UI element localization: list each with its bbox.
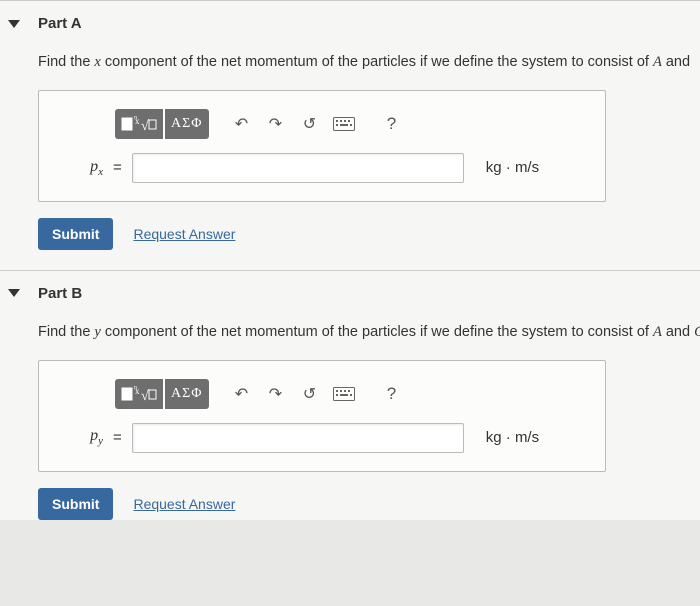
input-row: px = kg · m/s — [59, 153, 585, 183]
request-answer-link[interactable]: Request Answer — [133, 496, 235, 512]
svg-text:n: n — [134, 385, 137, 391]
greek-button[interactable]: ΑΣΦ — [165, 109, 209, 139]
help-icon[interactable]: ? — [375, 109, 409, 139]
equation-toolbar: x n √ ΑΣΦ ↶ ↷ ↺ ? — [115, 109, 585, 139]
keyboard-icon[interactable] — [327, 379, 361, 409]
request-answer-link[interactable]: Request Answer — [133, 226, 235, 242]
templates-button[interactable]: x n √ — [115, 379, 163, 409]
input-row: py = kg · m/s — [59, 423, 585, 453]
part-a-answer-box: x n √ ΑΣΦ ↶ ↷ ↺ ? px = — [38, 90, 606, 202]
unit-label: kg · m/s — [486, 429, 539, 446]
prompt-sys: A — [653, 54, 662, 70]
reset-icon[interactable]: ↺ — [293, 109, 327, 139]
unit-label: kg · m/s — [486, 159, 539, 176]
part-a-actions: Submit Request Answer — [38, 218, 700, 250]
prompt-text: component of the net momentum of the par… — [101, 324, 653, 340]
part-b-section: Part B Find the y component of the net m… — [0, 270, 700, 520]
collapse-caret-icon[interactable] — [8, 289, 20, 297]
svg-text:√: √ — [141, 389, 149, 403]
undo-icon[interactable]: ↶ — [225, 379, 259, 409]
part-b-prompt: Find the y component of the net momentum… — [0, 316, 700, 360]
prompt-sys: A — [653, 324, 662, 340]
prompt-text: and — [662, 54, 690, 70]
prompt-text: and — [662, 324, 694, 340]
templates-button[interactable]: x n √ — [115, 109, 163, 139]
equation-toolbar: x n √ ΑΣΦ ↶ ↷ ↺ ? — [115, 379, 585, 409]
answer-input[interactable] — [132, 423, 464, 453]
reset-icon[interactable]: ↺ — [293, 379, 327, 409]
collapse-caret-icon[interactable] — [8, 20, 20, 28]
prompt-text: component of the net momentum of the par… — [101, 54, 653, 70]
prompt-sys: C — [694, 324, 700, 340]
part-b-actions: Submit Request Answer — [38, 488, 700, 520]
variable-label: py — [59, 427, 103, 447]
part-a-header: Part A — [0, 1, 700, 46]
submit-button[interactable]: Submit — [38, 488, 113, 520]
redo-icon[interactable]: ↷ — [259, 109, 293, 139]
redo-icon[interactable]: ↷ — [259, 379, 293, 409]
prompt-text: Find the — [38, 54, 94, 70]
undo-icon[interactable]: ↶ — [225, 109, 259, 139]
equals-sign: = — [113, 429, 122, 446]
help-icon[interactable]: ? — [375, 379, 409, 409]
part-a-prompt: Find the x component of the net momentum… — [0, 46, 700, 90]
equals-sign: = — [113, 159, 122, 176]
variable-label: px — [59, 158, 103, 178]
svg-text:√: √ — [141, 119, 149, 133]
keyboard-icon[interactable] — [327, 109, 361, 139]
svg-text:n: n — [134, 115, 137, 121]
answer-input[interactable] — [132, 153, 464, 183]
part-b-answer-box: x n √ ΑΣΦ ↶ ↷ ↺ ? py = — [38, 360, 606, 472]
greek-button[interactable]: ΑΣΦ — [165, 379, 209, 409]
part-b-title: Part B — [38, 285, 82, 302]
submit-button[interactable]: Submit — [38, 218, 113, 250]
part-b-header: Part B — [0, 271, 700, 316]
prompt-text: Find the — [38, 324, 94, 340]
part-a-section: Part A Find the x component of the net m… — [0, 0, 700, 250]
part-a-title: Part A — [38, 15, 82, 32]
